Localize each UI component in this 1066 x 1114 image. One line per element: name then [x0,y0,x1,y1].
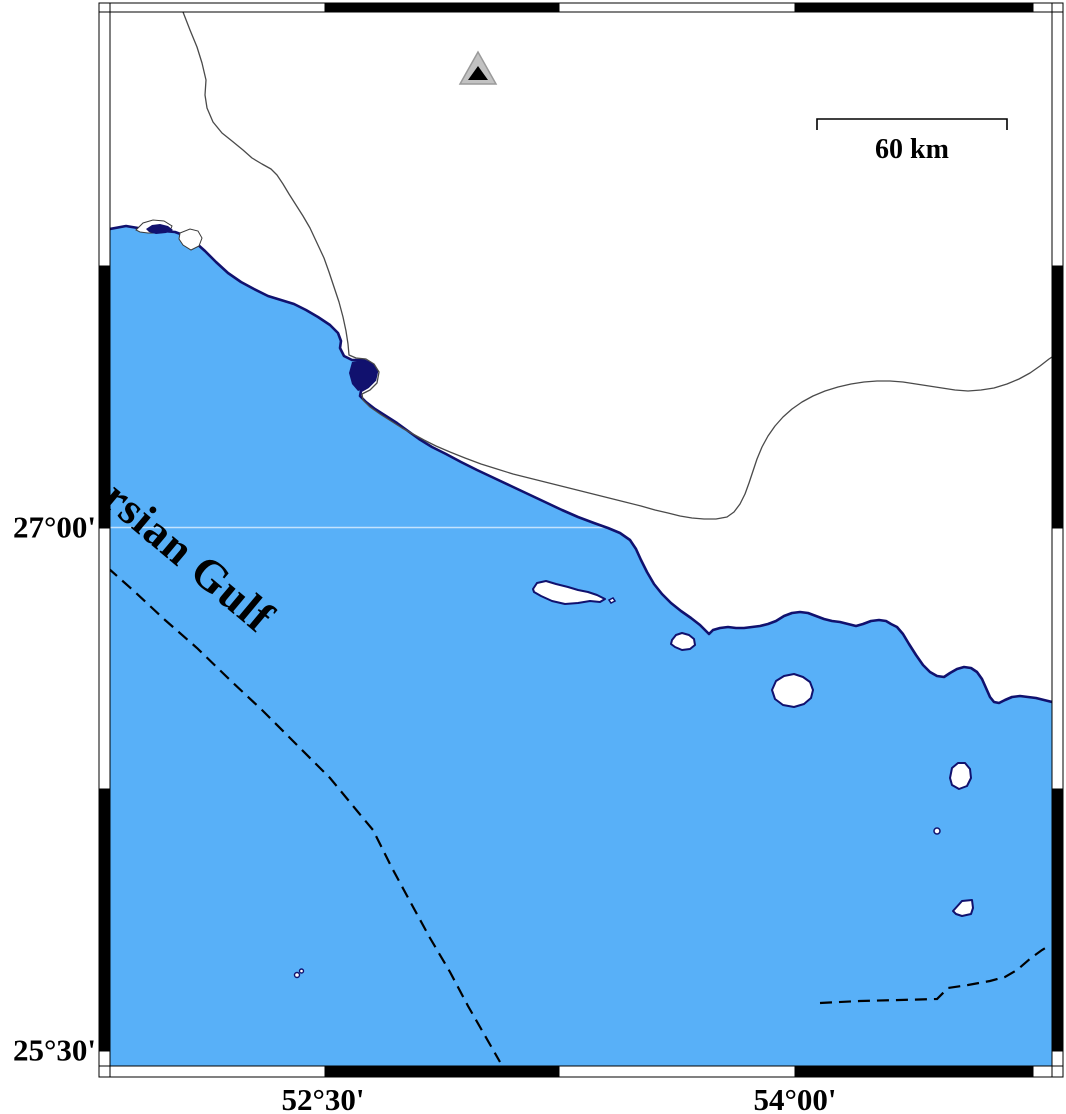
frame-segment [109,2,326,13]
frame-segment [324,1065,560,1078]
coastal-cove-outline [178,228,203,251]
map-frame [98,2,1064,1078]
frame-corner [98,1065,111,1078]
inlet-lagoon [349,360,376,391]
islet-speck-southwest-a [293,971,301,979]
frame-corner [1051,2,1064,13]
inland-boundary-line [182,12,1052,520]
frame-segment [98,788,111,1052]
frame-corner [1051,1065,1064,1078]
frame-segment [1051,11,1064,267]
sea-region [110,226,1052,1066]
scale-bar: 60 km [816,118,1008,165]
coastline-path [110,224,1052,705]
islet-speck-southwest-b [298,968,305,974]
frame-segment [324,2,560,13]
latitude-label-27N: 27°00' [13,510,96,545]
islet-tiny-east [607,597,617,604]
longitude-label-54E: 54°00' [753,1082,836,1114]
coastal-lagoon-dark-patch [146,224,173,234]
triangle-marker-inner [468,66,488,80]
frame-segment [1051,265,1064,529]
frame-segment [98,1050,111,1067]
frame-segment [558,2,796,13]
frame-segment [1032,1065,1053,1078]
island-east-upper [949,762,972,790]
scale-bar-label: 60 km [875,134,949,165]
island-elongated [532,580,606,605]
frame-segment [98,265,111,529]
axis-labels: 27°00' 25°30' 52°30' 54°00' [13,510,837,1114]
maritime-boundary-west [110,568,501,1063]
island-round [771,673,814,708]
island-small-mid [670,632,696,651]
scale-bar-bracket [816,118,1008,130]
map-interior: 60 km Persian Gulf [110,12,1052,1066]
frame-segment [98,11,111,267]
frame-segment [1051,527,1064,790]
frame-segment [1032,2,1053,13]
islet-speck-east [933,827,941,835]
frame-corner [98,2,111,13]
longitude-label-52-30E: 52°30' [281,1082,364,1114]
island-wedge-southeast [952,899,974,917]
triangle-station-marker [458,50,498,85]
frame-segment [109,1065,326,1078]
frame-segment [98,527,111,790]
frame-segment [558,1065,796,1078]
frame-segment [1051,1050,1064,1067]
frame-segment [794,2,1034,13]
frame-segment [794,1065,1034,1078]
latitude-label-25-30N: 25°30' [13,1033,96,1068]
frame-segment [1051,788,1064,1052]
